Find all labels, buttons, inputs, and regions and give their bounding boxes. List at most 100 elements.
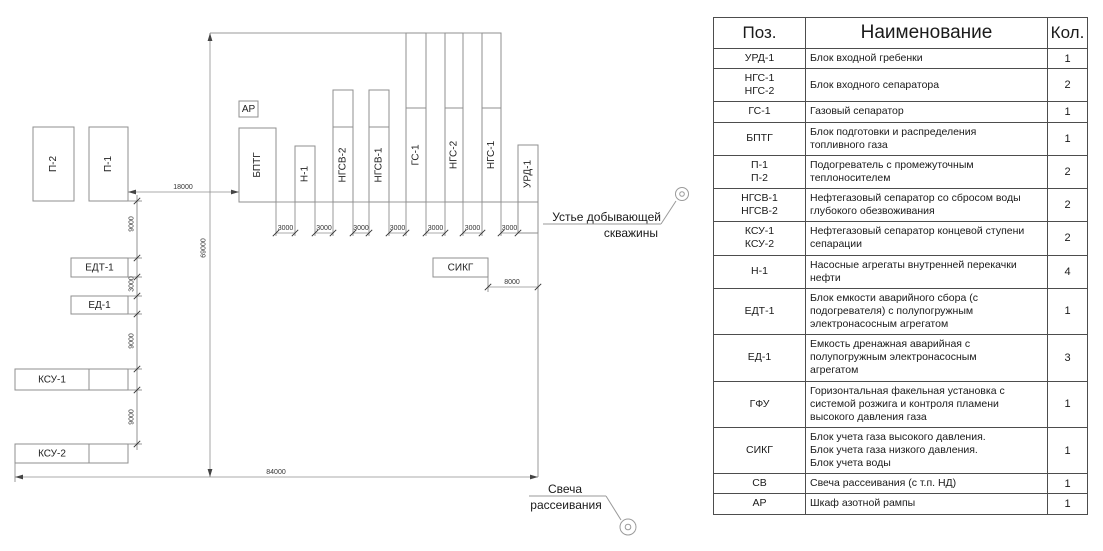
dimension-value: 18000 [173,184,193,191]
callout-leader-line [660,200,677,225]
cell-name: Подогреватель с промежуточным теплоносите… [805,154,1048,190]
equipment-block: СИКГ [432,257,489,278]
callout-leader-line [605,495,622,521]
cell-name: Насосные агрегаты внутренней перекачки не… [805,254,1048,289]
dim-arrow [128,189,136,195]
cell-name: Нефтегазовый сепаратор со сбросом воды гл… [805,187,1048,223]
cell-pos: БПТГ [713,121,806,156]
equipment-spec-table-wrap: Поз. Наименование Кол. УРД-1 Блок входной… [713,17,1088,515]
cell-name: Блок емкости аварийного сбора (с подогрев… [805,287,1048,336]
table-row: СИКГ Блок учета газа высокого давления. Бл… [713,426,1088,475]
block-label: Н-1 [300,166,311,183]
callout-target-icon [675,187,689,201]
block-label: ЕДТ-1 [85,263,114,274]
callout-target-icon [619,518,637,536]
dim-tick [478,229,486,237]
equipment-block: НГС-1 [481,32,502,203]
dim-tick [133,197,141,205]
block-outline [432,257,489,278]
dim-tick [422,229,430,237]
dimension-value: 9000 [129,216,136,232]
dim-tick [133,273,141,281]
block-outline [332,89,354,203]
cell-pos: П-1 П-2 [713,154,806,190]
block-label: ЕД-1 [88,300,111,311]
block-outline [14,368,129,391]
table-row: Н-1 Насосные агрегаты внутренней перекачк… [713,254,1088,289]
equipment-block: П-2 [32,126,75,202]
cell-pos: ГФУ [713,380,806,428]
table-row: СВ Свеча рассеивания (с т.п. НД) 1 [713,473,1088,495]
dim-tick [133,292,141,300]
callout-text: скважины [604,226,658,240]
dim-tick [459,229,467,237]
block-outline [70,257,129,278]
equipment-block: П-1 [88,126,129,202]
dim-arrow [530,474,538,480]
table-header-row: Поз. Наименование Кол. [713,17,1088,49]
callout-target-center-icon [679,191,685,197]
block-label: НГСВ-1 [374,147,385,182]
cell-pos: Н-1 [713,254,806,289]
dim-tick [291,229,299,237]
dim-tick [497,229,505,237]
callout-wellhead: Устье добывающей скважины [543,187,689,240]
callout-text: Устье добывающей [552,210,661,224]
block-label: П-2 [48,156,59,173]
cell-pos: ГС-1 [713,101,806,123]
dim-tick [272,229,280,237]
dim-tick [365,229,373,237]
table-row: ЕД-1 Емкость дренажная аварийная с полупог… [713,334,1088,382]
block-label: УРД-1 [523,160,534,188]
block-outline [368,89,390,203]
dim-tick [133,386,141,394]
dimension-value: 3000 [278,225,294,232]
cell-name: Блок входного сепаратора [805,68,1048,103]
dim-tick [402,229,410,237]
equipment-block: НГСВ-1 [368,89,390,203]
table-row: АР Шкаф азотной рампы 1 [713,493,1088,515]
column-header-qty: Кол. [1047,17,1088,49]
block-label: ГС-1 [411,144,422,166]
dim-tick [514,229,522,237]
cell-pos: КСУ-1 КСУ-2 [713,221,806,256]
dim-arrow [207,469,213,477]
table-row: ГС-1 Газовый сепаратор 1 [713,101,1088,123]
dim-tick [133,365,141,373]
block-outline [517,144,539,234]
block-label: СИКГ [448,263,474,274]
block-label: КСУ-2 [38,449,66,460]
equipment-block: КСУ-2 [14,443,129,464]
block-outline [238,127,277,203]
dimension-value: 69000 [201,238,208,258]
cell-pos: СВ [713,473,806,495]
table-row: КСУ-1 КСУ-2 Нефтегазовый сепаратор концево… [713,221,1088,256]
equipment-block: КСУ-1 [14,368,129,391]
cell-pos: УРД-1 [713,47,806,70]
dim-tick [349,229,357,237]
cell-qty: 1 [1047,493,1088,515]
block-outline [294,145,316,203]
dim-tick [133,254,141,262]
dim-tick [133,310,141,318]
cell-qty: 1 [1047,473,1088,495]
dim-arrow [207,33,213,41]
cell-name: Блок входной гребенки [805,47,1048,70]
dim-tick [484,283,492,291]
cell-name: Шкаф азотной рампы [805,493,1048,515]
equipment-block: УРД-1 [517,144,539,234]
cell-qty: 2 [1047,154,1088,190]
cell-pos: ЕДТ-1 [713,287,806,336]
block-outline [32,126,75,202]
cell-name: Нефтегазовый сепаратор концевой ступени с… [805,221,1048,256]
block-outline [70,295,129,315]
table-row: П-1 П-2 Подогреватель с промежуточным тепло… [713,154,1088,190]
block-outline [88,126,129,202]
dim-tick [441,229,449,237]
dimension-value: 3000 [465,225,481,232]
block-label: НГС-2 [449,140,460,169]
dimension-value: 3000 [428,225,444,232]
equipment-block: Н-1 [294,145,316,203]
